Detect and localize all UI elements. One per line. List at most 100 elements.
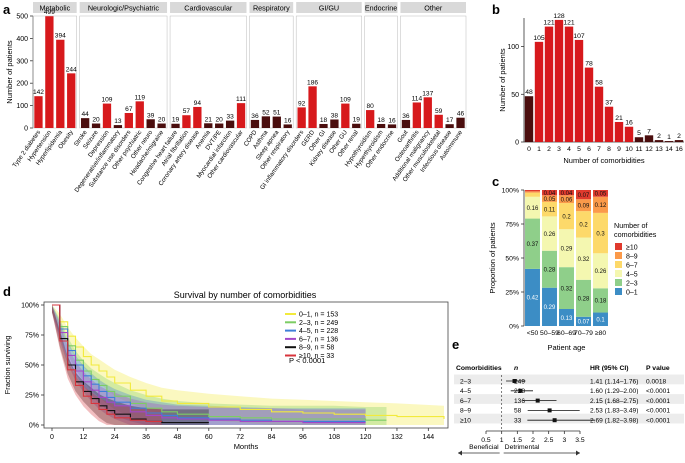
a-facet-strip: [296, 2, 362, 13]
c-stack-segment: [525, 268, 540, 326]
b-x-tick-label: 13: [655, 146, 663, 153]
b-x-tick-label: 16: [675, 146, 683, 153]
b-bar-value-label: 128: [553, 13, 565, 20]
e-hr-point: [535, 398, 540, 403]
a-bar: [56, 39, 65, 128]
c-y-tick-label: 50%: [505, 256, 519, 263]
b-bar-value-label: 121: [563, 20, 575, 27]
d-y-tick-label: 100%: [21, 303, 39, 310]
a-bar-value-label: 59: [435, 108, 443, 115]
a-bar-value-label: 119: [134, 94, 145, 101]
e-header-comorbidities: Comorbidities: [456, 365, 502, 372]
a-bar: [215, 123, 224, 128]
c-segment-label: 0.37: [527, 242, 539, 248]
e-row-group: 8–9: [460, 408, 471, 415]
c-stack-segment: [525, 190, 540, 192]
c-x-tick-label: 70–79: [574, 330, 593, 337]
a-facet-label: Cardiovascular: [184, 4, 233, 13]
a-bar: [330, 119, 339, 128]
panel-letter-c: c: [492, 174, 499, 189]
b-bar-value-label: 1: [667, 134, 671, 141]
e-row-hr-text: 2.15 (1.68–2.75): [590, 398, 638, 405]
c-legend-title-line2: comorbidities: [614, 230, 657, 239]
d-y-tick-label: 50%: [25, 363, 39, 370]
c-segment-label: 0.2: [562, 214, 571, 220]
a-bar: [341, 103, 350, 128]
c-segment-label: 0.06: [561, 197, 573, 203]
e-row-group: ≥10: [460, 418, 471, 425]
e-row-p: 0.0018: [646, 378, 667, 385]
c-x-tick-label: 60–69: [557, 330, 576, 337]
a-bar: [135, 101, 144, 128]
c-segment-label: 0.12: [595, 203, 607, 209]
d-ci-band: [52, 305, 366, 425]
c-stack-segment: [542, 287, 557, 326]
a-bar-value-label: 16: [284, 117, 292, 124]
c-x-tick-label: <50: [527, 330, 539, 337]
e-header-p: P value: [646, 365, 670, 372]
c-segment-label: 0.18: [595, 299, 607, 305]
a-bar: [204, 123, 213, 128]
a-bar-value-label: 186: [307, 79, 318, 86]
c-stack-segment: [559, 309, 574, 326]
a-bar: [124, 112, 133, 128]
a-bar-value-label: 13: [114, 118, 122, 125]
c-legend-label: 6–7: [626, 263, 638, 270]
a-y-tick-label: 300: [16, 58, 28, 65]
b-bar: [594, 86, 604, 142]
a-bar-value-label: 18: [320, 117, 328, 124]
e-row-shade: [454, 394, 684, 404]
b-y-tick-label: 50: [511, 92, 519, 99]
c-legend-swatch: [615, 279, 622, 286]
d-x-tick-label: 84: [268, 434, 276, 441]
c-segment-label: 0.13: [561, 316, 573, 322]
a-facet-label: Neurologic/Psychiatric: [88, 4, 160, 13]
e-x-tick-label: 3: [562, 437, 566, 444]
b-bar-value-label: 37: [605, 100, 613, 107]
a-bar-value-label: 92: [298, 100, 306, 107]
b-bar: [524, 96, 534, 142]
b-bar-value-label: 2: [677, 133, 681, 140]
d-ci-band: [52, 305, 387, 425]
a-bar-value-label: 19: [172, 117, 180, 124]
e-x-tick-label: 1.5: [513, 437, 523, 444]
e-row-hr-text: 1.41 (1.14–1.76): [590, 378, 638, 385]
a-bar-value-label: 21: [205, 116, 213, 123]
b-x-tick-label: 3: [557, 146, 561, 153]
b-bar: [614, 121, 624, 142]
panel-c-age-proportions: 0% 25% 50% 75% 100% Proportion of patients 0.4…: [488, 188, 657, 353]
c-legend-label: ≥10: [626, 245, 638, 252]
a-facet-frame: [79, 15, 168, 129]
c-stack-segment: [593, 288, 608, 313]
d-ci-band: [52, 305, 444, 425]
c-stack-segment: [576, 211, 591, 238]
d-p-value-annotation: P < 0.0001: [289, 356, 325, 365]
d-x-tick-label: 36: [142, 434, 150, 441]
c-y-tick-label: 25%: [505, 290, 519, 297]
d-x-tick-label: 12: [79, 434, 87, 441]
c-stack-segment: [559, 229, 574, 268]
a-bar-value-label: 38: [331, 112, 339, 119]
c-stack-segment: [559, 203, 574, 230]
a-bar-value-label: 16: [388, 117, 396, 124]
b-bar: [674, 140, 684, 142]
e-header-hr: HR (95% CI): [590, 365, 629, 372]
e-x-tick-label: 2: [531, 437, 535, 444]
d-legend-label: 2–3, n = 249: [299, 320, 338, 327]
b-x-tick-label: 2: [547, 146, 551, 153]
a-bar-value-label: 394: [55, 33, 66, 40]
a-bar-value-label: 114: [412, 95, 423, 102]
a-facet-frame: [32, 15, 77, 129]
d-x-tick-label: 108: [328, 434, 340, 441]
b-bar-value-label: 7: [647, 128, 651, 135]
c-legend-swatch: [615, 243, 622, 250]
b-x-tick-label: 12: [645, 146, 653, 153]
d-y-tick-label: 0%: [29, 423, 39, 430]
a-bar-value-label: 67: [125, 106, 133, 113]
a-y-tick-label: 500: [16, 14, 28, 21]
c-legend-swatch: [615, 252, 622, 259]
c-stack-segment: [525, 191, 540, 193]
e-row-shade: [454, 413, 684, 424]
a-y-axis-label: Number of patients: [5, 40, 14, 104]
a-bar: [401, 119, 411, 128]
